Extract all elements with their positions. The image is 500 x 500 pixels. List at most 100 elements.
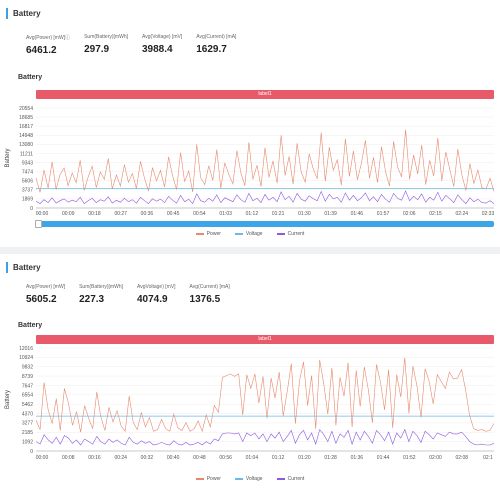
- x-tick-label: 02:15: [429, 211, 442, 217]
- stat-avg-current: Avg(Current) [mA] 1629.7: [196, 34, 236, 56]
- stat-value: 3988.4: [142, 44, 173, 55]
- x-tick-label: 00:40: [167, 455, 180, 461]
- y-tick-label: 4370: [22, 411, 33, 417]
- stat-label: Sum(Battery)[mWh]: [79, 284, 123, 290]
- y-axis-title: Battery: [5, 148, 11, 167]
- x-tick-label: 01:12: [272, 455, 285, 461]
- x-tick-label: 01:46: [351, 211, 364, 217]
- legend-item-power[interactable]: Power: [195, 231, 221, 237]
- zoom-slider[interactable]: [35, 220, 494, 228]
- legend-item-voltage[interactable]: Voltage: [234, 476, 263, 482]
- x-tick-label: 01:20: [298, 455, 311, 461]
- battery-panel-1: Battery Avg(Power) [mW]ⓘ 6461.2 Sum(Batt…: [0, 0, 500, 248]
- x-tick-label: 00:36: [141, 211, 154, 217]
- stat-avg-current: Avg(Current) [mA] 1376.5: [190, 284, 230, 305]
- stats-row: Avg(Power) [mW] 5605.2 Sum(Battery)[mWh]…: [26, 284, 244, 305]
- x-tick-label: 01:39: [324, 211, 337, 217]
- legend-swatch: [234, 478, 243, 480]
- panel-separator: [0, 247, 500, 255]
- chart-legend: Power Voltage Current: [0, 231, 500, 237]
- x-tick-label: 01:21: [272, 211, 285, 217]
- x-tick-label: 01:44: [377, 455, 390, 461]
- stat-avg-voltage: Avg(Voltage) [mV] 3988.4: [142, 34, 182, 56]
- x-tick-label: 00:48: [193, 455, 206, 461]
- legend-item-voltage[interactable]: Voltage: [234, 231, 263, 237]
- x-tick-label: 01:30: [298, 211, 311, 217]
- x-tick-label: 00:54: [193, 211, 206, 217]
- x-tick-label: 00:00: [36, 211, 49, 217]
- y-tick-label: 20554: [19, 106, 33, 112]
- stat-sum-battery: Sum(Battery)[mWh] 297.9: [84, 34, 128, 56]
- label-bar-text: label1: [258, 336, 272, 342]
- x-tick-label: 00:09: [62, 211, 75, 217]
- legend-label: Voltage: [245, 476, 263, 482]
- stat-label: Avg(Current) [mA]: [196, 34, 237, 40]
- x-tick-label: 02:06: [403, 211, 416, 217]
- section-title: Battery: [6, 6, 41, 20]
- legend-swatch: [276, 478, 285, 480]
- stat-avg-voltage: AvgVoltage) [mV] 4074.9: [137, 284, 176, 305]
- y-tick-label: 0: [30, 449, 33, 455]
- y-tick-label: 18685: [19, 115, 33, 121]
- stat-avg-power: Avg(Power) [mW]ⓘ 6461.2: [26, 34, 70, 56]
- series-line-current: [35, 190, 495, 205]
- section-title-text: Battery: [13, 262, 41, 272]
- legend-swatch: [195, 478, 204, 480]
- section-title-text: Battery: [13, 8, 41, 18]
- battery-chart: 12016 10924 9832 8739 7647 6554 5462 4370 3277 21…: [5, 346, 495, 461]
- y-tick-label: 16817: [19, 124, 33, 130]
- x-tick-label: 02:1: [483, 455, 493, 461]
- title-accent-bar: [6, 261, 8, 273]
- legend-label: Power: [206, 231, 221, 237]
- stat-value: 297.9: [84, 44, 110, 55]
- series-line-power: [35, 357, 495, 433]
- stat-value: 1629.7: [196, 44, 227, 55]
- series-label-bar[interactable]: label1: [36, 90, 494, 99]
- series-line-power: [35, 129, 495, 193]
- legend-swatch: [234, 233, 243, 235]
- chart-title: Battery: [18, 322, 43, 329]
- chart-title: Battery: [18, 74, 43, 81]
- y-tick-label: 10924: [19, 355, 33, 361]
- section-title: Battery: [6, 260, 41, 274]
- legend-swatch: [276, 233, 285, 235]
- x-tick-label: 02:08: [456, 455, 469, 461]
- x-tick-label: 01:57: [377, 211, 390, 217]
- slider-handle[interactable]: [35, 220, 42, 228]
- y-tick-label: 3277: [22, 421, 33, 427]
- series-label-bar[interactable]: label1: [36, 335, 494, 344]
- y-tick-label: 6554: [22, 393, 33, 399]
- legend-item-power[interactable]: Power: [195, 476, 221, 482]
- stat-sum-battery: Sum(Battery)[mWh] 227.3: [79, 284, 123, 305]
- y-tick-label: 14948: [19, 133, 33, 139]
- stat-label: Sum(Battery)[mWh]: [84, 34, 128, 40]
- legend-swatch: [195, 233, 204, 235]
- title-accent-bar: [6, 7, 8, 19]
- x-tick-label: 02:24: [456, 211, 469, 217]
- stat-value: 227.3: [79, 294, 105, 305]
- x-tick-label: 00:24: [114, 455, 127, 461]
- y-tick-label: 12016: [19, 346, 33, 352]
- x-tick-label: 00:56: [219, 455, 232, 461]
- stat-value: 4074.9: [137, 294, 168, 305]
- x-tick-label: 00:00: [36, 455, 49, 461]
- x-tick-label: 01:52: [403, 455, 416, 461]
- y-tick-label: 0: [30, 206, 33, 212]
- y-tick-label: 1092: [22, 439, 33, 445]
- x-tick-label: 02:00: [429, 455, 442, 461]
- y-tick-label: 9832: [22, 365, 33, 371]
- legend-item-current[interactable]: Current: [276, 231, 304, 237]
- stats-row: Avg(Power) [mW]ⓘ 6461.2 Sum(Battery)[mWh…: [26, 34, 250, 56]
- x-tick-label: 00:18: [88, 211, 101, 217]
- x-tick-label: 00:27: [114, 211, 127, 217]
- x-tick-label: 01:04: [246, 455, 259, 461]
- chart-legend: Power Voltage Current: [0, 476, 500, 482]
- y-tick-label: 13080: [19, 142, 33, 148]
- legend-item-current[interactable]: Current: [276, 476, 304, 482]
- x-tick-label: 00:08: [62, 455, 75, 461]
- y-tick-label: 9343: [22, 160, 33, 166]
- stat-value: 1376.5: [189, 294, 221, 305]
- y-axis-title: Battery: [5, 390, 11, 409]
- legend-label: Power: [206, 476, 221, 482]
- x-tick-label: 01:28: [324, 455, 337, 461]
